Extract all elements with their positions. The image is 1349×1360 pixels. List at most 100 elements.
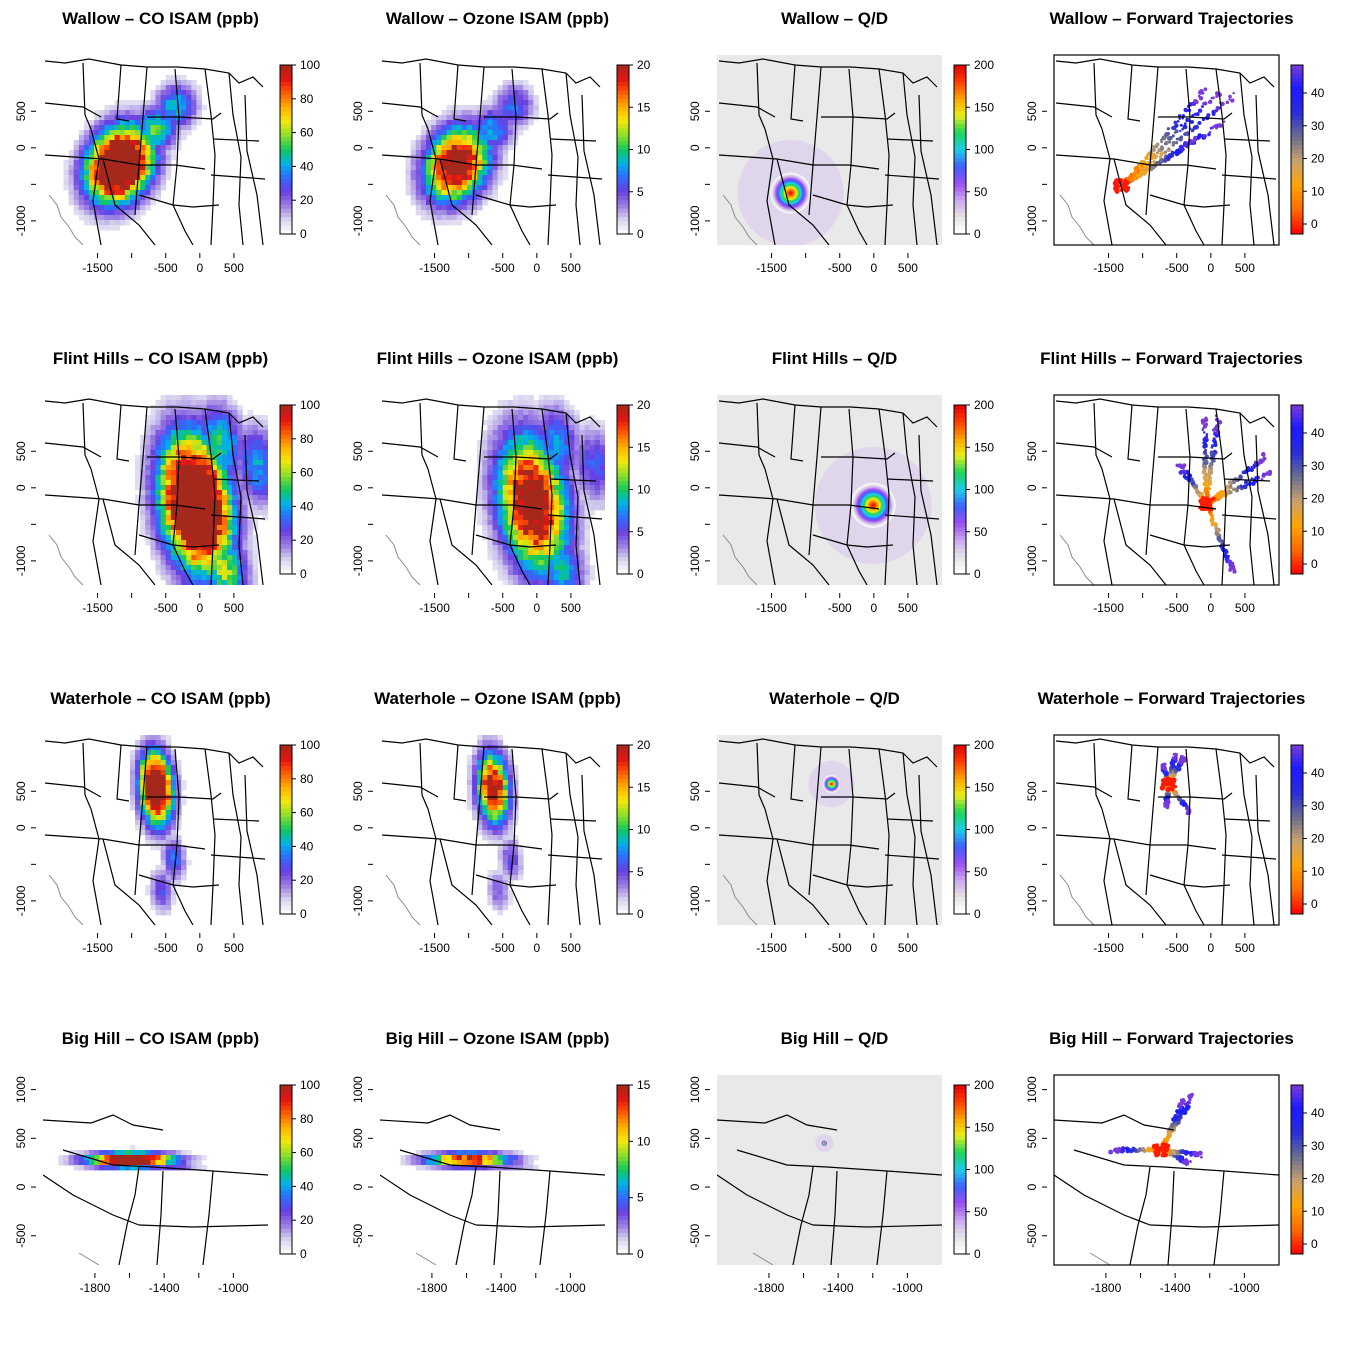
colorbar-swatch [954,774,966,780]
heat-cell [533,540,539,546]
heat-cell [227,465,233,471]
heat-cell [175,520,182,526]
heat-cell [553,395,560,401]
heat-cell [170,140,177,146]
heat-cell [104,1155,110,1161]
heat-cell [569,525,575,531]
heat-cell [492,95,499,101]
heat-cell [140,465,146,471]
heat-cell [497,170,504,176]
heat-cell [441,180,447,186]
heat-cell [262,490,268,496]
y-tick-label: -1000 [14,205,28,236]
heat-cell [528,570,534,576]
heat-cell [431,205,437,211]
heat-cell [155,495,162,501]
colorbar-label: 20 [1311,152,1325,166]
heat-cell [196,545,202,551]
heat-cell [145,775,151,781]
trajectory-point [1225,100,1230,105]
heat-cell [487,805,493,811]
colorbar-swatch [280,464,292,469]
heat-cell [145,170,151,176]
trajectory-point [1195,489,1200,495]
heat-cell [242,520,248,526]
heat-cell [150,890,156,896]
colorbar-swatch [280,65,292,70]
heat-cell [533,550,539,556]
chart-svg: Waterhole – Forward Trajectories-1500 -50… [1025,689,1325,955]
colorbar-swatch [1291,472,1303,478]
heat-cell [150,795,156,801]
heat-cell [507,120,514,126]
heat-cell [492,565,499,571]
heat-cell [160,520,167,526]
heat-cell [232,410,238,416]
heat-cell [446,160,452,166]
heat-cell [186,570,192,576]
heat-cell [89,140,95,146]
heat-cell [487,765,493,771]
heat-cell [497,885,504,891]
heat-cell [523,425,529,431]
heat-cell [487,430,493,436]
heat-cell [507,80,514,86]
heat-cell [558,560,565,566]
heat-cell [155,125,162,131]
heat-cell [175,400,182,406]
heat-cell [518,420,524,426]
heat-cell [216,470,223,476]
heat-cell [237,475,243,481]
heat-cell [242,550,248,556]
heat-cell [477,510,483,516]
heat-cell [83,145,90,151]
heat-cell [497,825,504,831]
heat-cell [160,420,167,426]
heat-cell [579,465,585,471]
heat-cell [257,450,264,456]
heat-cell [211,435,218,441]
heat-cell [472,760,478,766]
heat-cell [502,410,509,416]
heat-cell [83,170,90,176]
colorbar-swatch [617,217,629,222]
heat-cell [135,115,141,121]
heat-cell [129,110,136,116]
heat-cell [237,570,243,576]
plot-field [477,395,605,585]
heat-cell [201,450,208,456]
heat-cell [221,570,228,576]
heat-cell [466,770,473,776]
heat-cell [487,830,493,836]
heat-cell [99,135,105,141]
heat-cell [441,215,447,221]
heat-cell [181,100,187,106]
colorbar-swatch [1291,523,1303,529]
heat-cell [482,735,488,741]
trajectory-point [1199,501,1204,505]
heat-cell [232,530,238,536]
heat-cell [482,480,488,486]
heat-cell [415,195,422,201]
heat-cell [201,560,208,566]
heat-cell [170,780,177,786]
heat-cell [584,450,591,456]
colorbar-swatch [617,86,629,91]
heat-cell [441,210,447,216]
colorbar-swatch [280,493,292,499]
trajectory-point [1220,101,1225,107]
chart-svg: Flint Hills – Ozone ISAM (ppb)-1500 -500 0… [351,349,651,615]
heat-cell [538,530,545,536]
heat-cell [594,435,601,441]
heat-cell [512,575,519,581]
trajectory-point [1175,463,1180,468]
heat-cell [145,130,151,136]
heat-cell [446,170,452,176]
heat-cell [502,795,509,801]
heat-cell [502,540,509,546]
colorbar-swatch [280,485,292,490]
heat-cell [165,810,172,816]
heat-cell [211,440,218,446]
heat-cell [426,160,432,166]
colorbar-swatch [617,405,629,410]
